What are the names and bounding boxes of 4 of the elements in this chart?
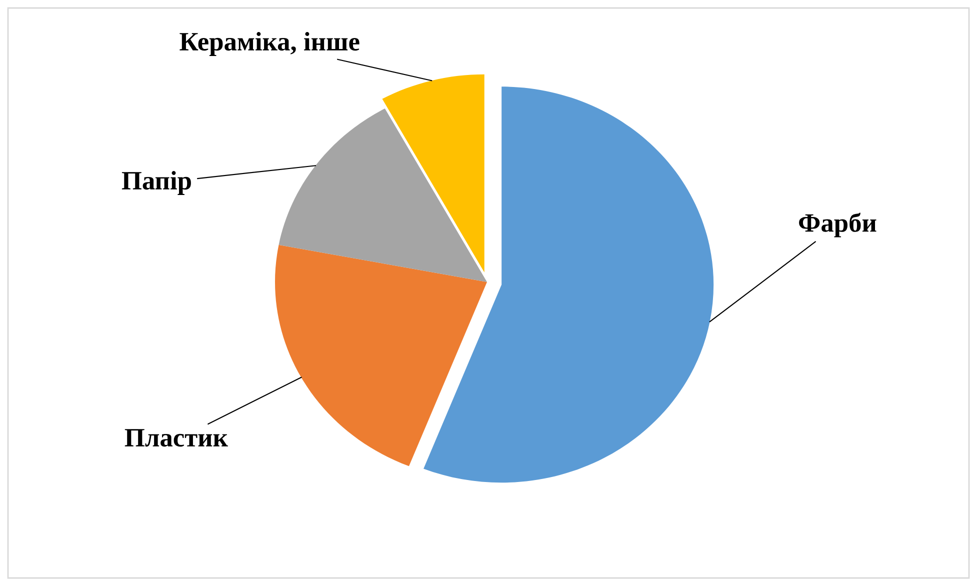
slice-label: Пластик (124, 429, 228, 447)
slice-label: Папір (122, 171, 191, 195)
slice-label: Фарби (799, 212, 876, 238)
slice-label: Кераміка, інше (180, 32, 360, 56)
